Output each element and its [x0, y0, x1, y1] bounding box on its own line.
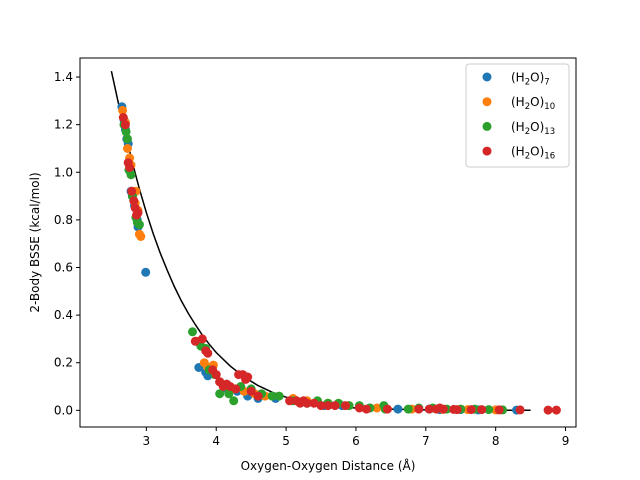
y-tick-label: 1.4	[54, 70, 73, 84]
legend-marker	[482, 72, 492, 82]
data-point	[285, 396, 295, 406]
legend-item: (H2O)13	[482, 120, 555, 137]
data-point	[224, 389, 234, 399]
data-point	[494, 405, 504, 415]
data-point	[309, 398, 319, 408]
y-axis-label: 2-Body BSSE (kcal/mol)	[28, 172, 42, 312]
data-point	[136, 232, 146, 241]
data-point	[134, 220, 144, 230]
data-point	[120, 120, 130, 130]
y-tick-label: 1.2	[54, 118, 73, 132]
data-point	[267, 391, 277, 401]
data-point	[123, 134, 132, 144]
data-point	[125, 163, 135, 172]
legend-label: (H2O)10	[511, 95, 555, 112]
data-point	[372, 403, 382, 413]
legend-label: (H2O)7	[511, 71, 550, 88]
data-point	[382, 404, 392, 414]
legend-item: (H2O)7	[482, 71, 550, 88]
x-tick-label: 3	[143, 434, 151, 448]
legend: (H2O)7 (H2O)10 (H2O)13 (H2O)16	[465, 63, 570, 168]
data-point	[403, 404, 413, 414]
data-point	[330, 401, 340, 411]
data-point	[551, 405, 561, 415]
x-tick-label: 8	[492, 434, 500, 448]
legend-marker	[482, 97, 492, 107]
data-point	[393, 404, 403, 414]
plot-frame	[79, 57, 577, 428]
data-point	[414, 404, 424, 414]
data-point	[118, 105, 128, 115]
data-point	[129, 196, 139, 206]
data-point	[302, 398, 312, 408]
data-point	[253, 391, 263, 401]
y-axis-ticks: 0.0 0.2 0.4 0.6 0.8 1.0 1.2 1.4	[54, 70, 80, 417]
data-point	[361, 404, 371, 414]
data-point	[466, 405, 476, 415]
data-point	[190, 336, 200, 346]
data-point	[121, 127, 131, 137]
data-point	[543, 405, 553, 415]
y-tick-label: 0.6	[54, 260, 73, 274]
data-point	[133, 208, 143, 218]
legend-label: (H2O)13	[511, 120, 555, 137]
y-tick-label: 0.4	[54, 308, 73, 322]
data-point	[316, 401, 326, 411]
data-point	[515, 405, 525, 415]
data-point	[127, 186, 137, 196]
y-tick-label: 0.2	[54, 356, 73, 370]
data-point	[203, 348, 213, 358]
x-tick-label: 5	[282, 434, 290, 448]
series-4	[118, 113, 561, 415]
data-point	[215, 389, 225, 399]
data-point	[123, 144, 132, 153]
legend-marker	[482, 121, 492, 131]
data-point	[246, 386, 256, 396]
y-tick-label: 1.0	[54, 165, 73, 179]
x-axis-label: Oxygen-Oxygen Distance (Å)	[241, 458, 416, 473]
legend-label: (H2O)16	[511, 145, 555, 162]
data-point	[231, 384, 241, 394]
x-tick-label: 6	[352, 434, 360, 448]
y-tick-label: 0.0	[54, 403, 73, 417]
data-point	[188, 327, 197, 337]
x-tick-label: 4	[212, 434, 220, 448]
legend-item: (H2O)10	[482, 95, 555, 112]
legend-frame	[465, 63, 570, 168]
data-point	[323, 401, 333, 411]
data-point	[211, 370, 221, 380]
data-point	[126, 170, 136, 180]
data-points-layer	[117, 102, 561, 415]
data-point	[229, 396, 239, 406]
x-tick-label: 7	[422, 434, 430, 448]
data-point	[118, 113, 128, 122]
data-point	[424, 404, 434, 414]
y-tick-label: 0.8	[54, 213, 73, 227]
data-point	[484, 405, 494, 415]
data-point	[452, 405, 462, 415]
data-point	[354, 403, 364, 413]
x-axis-ticks: 3 4 5 6 7 8 9	[143, 427, 570, 448]
data-point	[141, 267, 151, 277]
data-point	[243, 372, 253, 382]
data-point	[274, 391, 284, 401]
data-point	[477, 405, 487, 415]
data-point	[197, 334, 207, 344]
x-tick-label: 9	[562, 434, 570, 448]
data-point	[341, 401, 350, 411]
data-point	[438, 404, 448, 414]
legend-item: (H2O)16	[482, 145, 555, 162]
legend-marker	[482, 146, 492, 156]
